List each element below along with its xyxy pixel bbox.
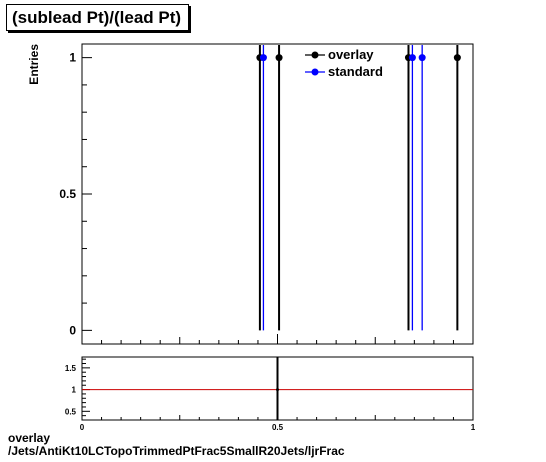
ratio-x-tick-label: 0.5 [272,423,284,432]
y-tick-label: 1 [69,51,76,65]
chart-canvas: Entries 00.51 overlay standard 0.511.5 0… [27,43,476,432]
legend-standard-marker [311,68,319,76]
ratio-y-tick-label: 1 [72,386,77,395]
histogram-path: overlay /Jets/AntiKt10LCTopoTrimmedPtFra… [8,432,345,458]
main-plot-marks [256,45,461,331]
ratio-y-tick-label: 1.5 [65,364,77,373]
y-axis-title: Entries [27,44,41,85]
legend-standard-label: standard [328,64,383,79]
data-point-standard [408,54,416,62]
ratio-x-tick-label: 0 [80,423,85,432]
y-tick-label: 0 [69,323,76,337]
legend-overlay-marker [311,51,319,59]
legend: overlay standard [305,47,383,79]
ratio-y-tick-label: 0.5 [65,407,77,416]
main-x-axis [81,334,474,344]
ratio-plot-marks [82,357,473,420]
data-point-overlay [453,54,461,62]
main-y-axis: 00.51 [59,51,92,337]
main-plot-frame [81,43,474,345]
data-point-standard [418,54,426,62]
footer-line-1: overlay [8,431,51,445]
data-point-standard [259,54,267,62]
ratio-y-axis: 0.5 1 1.5 [65,358,90,416]
y-tick-label: 0.5 [59,187,76,201]
footer-line-2: /Jets/AntiKt10LCTopoTrimmedPtFrac5SmallR… [8,444,345,458]
ratio-point [276,388,279,392]
ratio-x-tick-label: 1 [471,423,476,432]
chart-title: (sublead Pt)/(lead Pt) [6,4,190,31]
data-point-overlay [275,54,283,62]
legend-overlay-label: overlay [328,47,374,62]
